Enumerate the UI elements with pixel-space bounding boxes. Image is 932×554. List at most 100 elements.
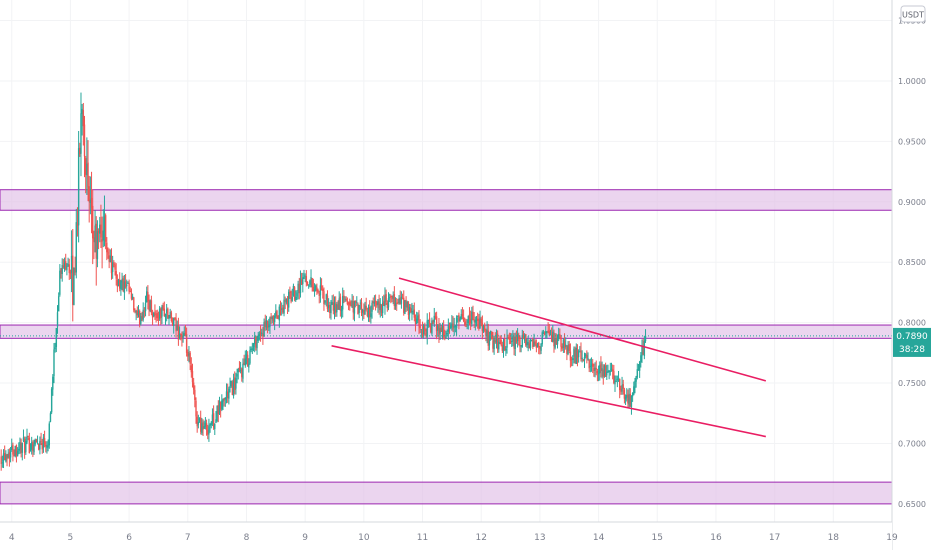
candle-body — [59, 270, 61, 295]
candle-body — [434, 316, 437, 318]
candle-body — [28, 437, 31, 454]
candle-body — [356, 302, 358, 304]
candle-body — [158, 308, 161, 319]
candle-body — [457, 316, 459, 317]
candle-body — [54, 347, 56, 349]
candle-body — [446, 332, 448, 335]
candle-body — [119, 279, 121, 289]
candle-body — [399, 298, 401, 304]
candle-body — [2, 453, 5, 462]
candle-body — [77, 148, 80, 226]
price-tick-label: 0.6500 — [898, 500, 926, 509]
candle-body — [242, 363, 244, 379]
candle-body — [0, 456, 2, 464]
candle-body — [252, 343, 255, 348]
candle-body — [18, 448, 20, 451]
candle-body — [177, 324, 180, 340]
candle-body — [590, 364, 593, 366]
candle-body — [534, 341, 536, 345]
candle-body — [217, 405, 220, 415]
candle-body — [272, 315, 275, 322]
candle-body — [340, 309, 343, 312]
candle-body — [323, 291, 325, 305]
candle-body — [228, 388, 230, 399]
candle-body — [343, 295, 345, 298]
support-resistance-zone[interactable] — [0, 189, 893, 211]
candle-body — [331, 301, 333, 305]
candle-body — [407, 302, 410, 316]
trend-line[interactable] — [398, 277, 767, 382]
candle-body — [468, 314, 471, 319]
candle-body — [50, 388, 53, 413]
candle-body — [130, 292, 133, 299]
candle-body — [8, 452, 11, 459]
candle-body — [19, 441, 21, 450]
candle-body — [248, 363, 250, 368]
price-tick-label: 0.9000 — [898, 198, 926, 207]
candle-body — [215, 419, 217, 423]
grid-layer — [0, 0, 893, 522]
candle-body — [400, 296, 403, 304]
candle-body — [360, 302, 363, 314]
candle-body — [445, 335, 447, 339]
candle-body — [299, 278, 302, 294]
candle-body — [115, 271, 117, 279]
candle-body — [357, 304, 359, 315]
candle-body — [191, 371, 194, 383]
candle-body — [577, 351, 580, 358]
price-axis-bg — [892, 0, 932, 550]
candle-body — [151, 313, 154, 318]
trend-line[interactable] — [331, 345, 766, 438]
support-resistance-zone[interactable] — [0, 481, 893, 505]
candle-body — [29, 450, 32, 452]
candle-body — [527, 341, 529, 345]
candle-body — [142, 309, 144, 320]
candle-body — [329, 305, 331, 313]
candle-body — [489, 330, 492, 335]
currency-badge[interactable]: USDT — [900, 5, 926, 23]
candle-body — [432, 321, 434, 324]
candle-body — [107, 251, 109, 255]
candle-body — [511, 341, 513, 342]
candle-body — [273, 315, 276, 323]
candle-body — [500, 339, 502, 345]
candle-body — [539, 346, 541, 350]
candle-body — [253, 336, 256, 345]
candle-body — [48, 423, 50, 446]
candle-body — [528, 343, 531, 349]
candle-body — [547, 330, 549, 333]
time-tick-label: 12 — [475, 533, 486, 543]
time-axis-bg — [0, 522, 892, 550]
candle-body — [257, 334, 259, 341]
candle-body — [22, 437, 25, 442]
candle-body — [208, 426, 210, 435]
candle-body — [428, 318, 431, 324]
candle-body — [81, 108, 83, 114]
candle-body — [507, 336, 509, 338]
candle-body — [84, 158, 87, 175]
candle-body — [641, 345, 643, 357]
candle-body — [116, 279, 119, 287]
candle-body — [292, 285, 295, 296]
candle-body — [554, 338, 556, 348]
candle-body — [30, 442, 33, 450]
candle-body — [113, 263, 115, 265]
candle-body — [266, 321, 269, 328]
candle-body — [476, 318, 479, 321]
candle-body — [366, 311, 369, 316]
last-price-tag: 0.7890 38:28 — [893, 327, 931, 357]
candle-body — [568, 344, 570, 352]
candle-body — [114, 264, 116, 270]
candle-body — [609, 371, 612, 372]
candle-body — [183, 333, 185, 336]
candle-body — [369, 307, 371, 318]
candle-body — [338, 298, 340, 310]
candle-body — [602, 369, 604, 377]
candle-body — [123, 281, 126, 293]
candle-body — [282, 307, 284, 313]
candle-body — [520, 345, 522, 347]
candle-body — [278, 306, 281, 321]
candle-body — [263, 322, 265, 337]
candle-body — [439, 328, 441, 334]
